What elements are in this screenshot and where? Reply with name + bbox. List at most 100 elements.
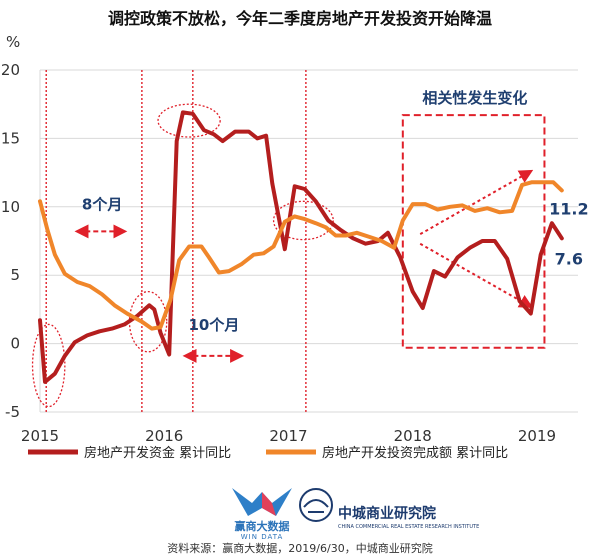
x-tick-label: 2019 xyxy=(518,427,556,445)
series-point xyxy=(140,320,144,323)
series-point xyxy=(510,209,514,213)
series-point xyxy=(448,205,452,208)
series-point xyxy=(411,290,414,293)
series-point xyxy=(551,180,555,184)
series-point xyxy=(421,306,424,310)
series-point xyxy=(175,139,178,143)
wind-logo-accent xyxy=(262,492,276,516)
series-point xyxy=(271,182,274,185)
series-point xyxy=(518,299,521,303)
series-point xyxy=(473,209,477,213)
wind-data-logo: 赢商大数据 WIN DATA xyxy=(232,488,292,541)
series-point xyxy=(53,372,57,375)
series-point xyxy=(110,327,114,330)
series-point xyxy=(221,139,224,143)
highlight-ellipse xyxy=(157,103,221,138)
y-tick-label: -5 xyxy=(5,403,20,421)
x-tick-label: 2016 xyxy=(145,427,183,445)
y-tick-label: 15 xyxy=(1,129,20,147)
series-point xyxy=(53,253,57,256)
series-point xyxy=(392,246,396,250)
series-point xyxy=(181,111,185,114)
series-point xyxy=(217,271,221,274)
series-point xyxy=(153,308,156,311)
series-point xyxy=(334,234,337,237)
x-tick-label: 2015 xyxy=(21,427,59,445)
y-unit: % xyxy=(6,33,20,51)
series-point xyxy=(560,189,564,192)
legend: 房地产开发资金 累计同比 房地产开发投资完成额 累计同比 xyxy=(28,445,508,461)
series-point xyxy=(207,256,211,259)
series-point xyxy=(148,304,151,307)
series-point xyxy=(303,217,306,221)
annotation-label: 10个月 xyxy=(189,316,240,334)
series-point xyxy=(355,231,359,234)
series-layer xyxy=(38,110,564,384)
series-point xyxy=(63,354,67,358)
series-point xyxy=(314,200,318,203)
x-tick-label: 2018 xyxy=(394,427,432,445)
series-point xyxy=(38,200,42,203)
series-point xyxy=(540,180,544,184)
series-point xyxy=(86,334,89,337)
highlight-ellipse xyxy=(31,323,66,408)
series-point xyxy=(399,256,402,259)
series-point xyxy=(264,134,268,137)
zc-logo-icon xyxy=(299,488,333,522)
series-point xyxy=(303,187,306,191)
legend-label-funds: 房地产开发资金 累计同比 xyxy=(84,445,231,461)
series-point xyxy=(443,275,447,278)
series-point xyxy=(76,280,79,284)
series-point xyxy=(123,323,126,326)
series-point xyxy=(432,269,436,273)
chart-title: 调控政策不放松，今年二季度房地产开发投资开始降温 xyxy=(108,9,492,28)
series-point xyxy=(212,133,216,136)
y-tick-label: 0 xyxy=(10,335,20,353)
y-tick-label: 20 xyxy=(1,61,20,79)
zhongcheng-logo: 中城商业研究院 CHINA COMMERCIAL REAL ESTATE RES… xyxy=(299,488,479,530)
series-point xyxy=(233,130,237,133)
series-point xyxy=(159,331,162,334)
series-point xyxy=(498,211,501,214)
series-point xyxy=(150,327,154,330)
wind-logo-cn: 赢商大数据 xyxy=(235,519,290,533)
series-point xyxy=(436,208,439,211)
label-layer: 8个月 10个月 相关性发生变化 11.2 7.6 xyxy=(82,89,589,334)
series-point xyxy=(423,202,427,206)
series-point xyxy=(100,293,104,296)
series-point xyxy=(98,330,101,333)
x-axis: 2015 2016 2017 2018 2019 xyxy=(21,427,556,445)
series-point xyxy=(351,237,355,240)
series-point xyxy=(324,226,327,229)
series-point xyxy=(169,298,172,302)
series-point xyxy=(401,219,405,222)
grid xyxy=(39,69,578,413)
series-point xyxy=(468,246,472,250)
series-point xyxy=(344,234,347,237)
y-tick-label: 5 xyxy=(10,266,20,284)
series-point xyxy=(293,215,296,218)
series-point xyxy=(240,263,243,266)
series-point xyxy=(364,242,367,245)
series-point xyxy=(38,319,42,322)
series-point xyxy=(386,231,390,234)
annotation-label: 相关性发生变化 xyxy=(422,89,527,107)
series-point xyxy=(159,325,162,329)
series-point xyxy=(252,253,255,256)
correlation-change-box xyxy=(401,114,546,349)
series-point xyxy=(247,130,250,133)
series-point xyxy=(520,183,524,187)
series-point xyxy=(539,253,542,256)
zc-logo-cn: 中城商业研究院 xyxy=(338,505,436,522)
series-point xyxy=(456,256,459,259)
y-axis: % -5 0 5 10 15 20 xyxy=(1,33,20,421)
series-point xyxy=(283,220,286,224)
series-point xyxy=(411,202,414,206)
series-point xyxy=(227,269,231,273)
series-point xyxy=(125,312,129,315)
series-point xyxy=(256,137,259,140)
series-point xyxy=(187,245,191,248)
series-point xyxy=(46,228,49,232)
series-point xyxy=(73,341,76,344)
